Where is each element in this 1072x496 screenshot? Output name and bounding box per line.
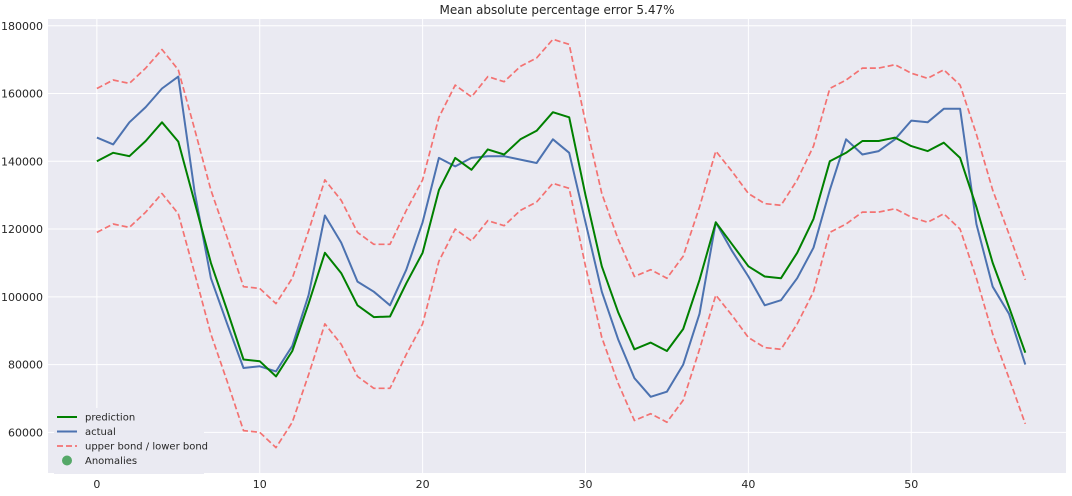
series-group: [96, 38, 1027, 449]
x-tick-label: 40: [741, 478, 755, 491]
plot-background: [48, 19, 1066, 473]
series-line-prediction: [96, 111, 1027, 378]
x-tick-label: 10: [253, 478, 267, 491]
y-tick-label: 100000: [1, 291, 43, 304]
x-tick-label: 50: [904, 478, 918, 491]
series-line-upper-bond-lower-bond: [96, 38, 1027, 305]
y-tick-label: 60000: [8, 426, 43, 439]
y-tick-label: 160000: [1, 88, 43, 101]
legend: prediction actual upper bond / lower bond A…: [54, 408, 208, 474]
legend-label: prediction: [85, 413, 135, 424]
x-tick-label: 0: [93, 478, 100, 491]
legend-label: Anomalies: [85, 456, 137, 467]
y-tick-label: 80000: [8, 359, 43, 372]
legend-label: upper bond / lower bond: [85, 442, 208, 453]
legend-box: [54, 408, 204, 474]
y-tick-label: 140000: [1, 155, 43, 168]
legend-anomaly-marker: [62, 455, 72, 466]
x-tick-label: 30: [579, 478, 593, 491]
legend-label: actual: [85, 427, 116, 438]
y-tick-label: 180000: [1, 20, 43, 33]
tick-labels: 60000 80000 100000 120000 140000 160000 180000…: [1, 20, 918, 491]
x-tick-label: 20: [416, 478, 430, 491]
series-line-lower-bond: [96, 182, 1027, 449]
y-tick-label: 120000: [1, 223, 43, 236]
series-line-actual: [96, 75, 1027, 398]
chart-title: Mean absolute percentage error 5.47%: [439, 3, 674, 17]
